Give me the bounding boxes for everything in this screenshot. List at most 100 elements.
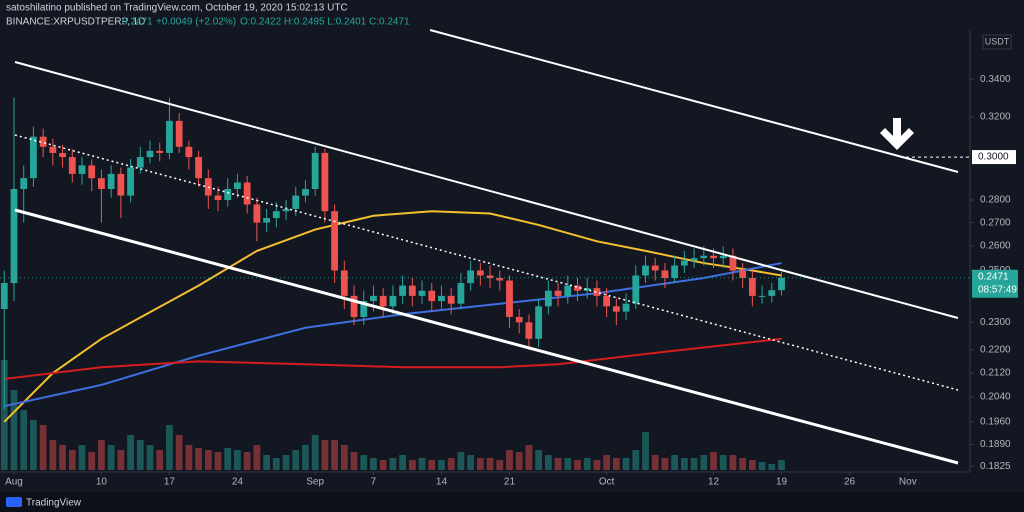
y-tick-label: 0.2040 bbox=[980, 392, 1011, 403]
author-line: satoshilatino published on TradingView.c… bbox=[6, 3, 348, 14]
y-tick-label: 0.2600 bbox=[980, 241, 1011, 252]
candle-body bbox=[399, 285, 407, 296]
channel-lower bbox=[14, 208, 959, 465]
volume-bar bbox=[204, 450, 212, 470]
brand-logo bbox=[6, 497, 22, 507]
x-tick-label: 10 bbox=[96, 477, 108, 488]
volume-bar bbox=[719, 455, 727, 470]
candle-body bbox=[98, 178, 105, 189]
x-tick-label: 21 bbox=[504, 477, 516, 488]
candle-body bbox=[642, 265, 649, 276]
candle-body bbox=[39, 136, 47, 147]
candle-body bbox=[185, 146, 193, 158]
volume-bar bbox=[428, 460, 436, 470]
y-tick-label: 0.1960 bbox=[980, 416, 1011, 427]
candle-body bbox=[292, 195, 300, 209]
volume-bar bbox=[350, 452, 358, 470]
candle-body bbox=[59, 152, 66, 158]
candle-body bbox=[622, 303, 630, 312]
candle-body bbox=[68, 157, 76, 174]
candle-body bbox=[302, 188, 309, 196]
candle-body bbox=[195, 157, 202, 179]
volume-bar bbox=[467, 455, 475, 470]
candle-body bbox=[680, 260, 688, 266]
candle-body bbox=[700, 255, 708, 259]
candle-body bbox=[729, 255, 737, 271]
moving-average bbox=[4, 337, 782, 380]
volume-bar bbox=[282, 455, 290, 470]
candle-body bbox=[515, 316, 523, 323]
volume-bar bbox=[486, 458, 494, 470]
volume-bar bbox=[564, 458, 572, 470]
candle-body bbox=[10, 188, 18, 284]
candle-body bbox=[30, 136, 37, 179]
x-tick-label: 17 bbox=[164, 477, 176, 488]
volume-bar bbox=[0, 360, 8, 470]
candle-body bbox=[535, 306, 543, 339]
volume-bar bbox=[612, 458, 620, 470]
volume-bar bbox=[710, 452, 717, 470]
candle-body bbox=[370, 295, 377, 302]
volume-bar bbox=[98, 440, 105, 470]
x-tick-label: 19 bbox=[776, 477, 788, 488]
volume-bar bbox=[30, 420, 37, 470]
volume-bar bbox=[234, 450, 241, 470]
x-tick-label: 14 bbox=[436, 477, 448, 488]
arrow-down bbox=[880, 118, 914, 150]
volume-bar bbox=[408, 460, 416, 470]
volume-bar bbox=[68, 450, 76, 470]
candle-body bbox=[224, 188, 232, 200]
volume-bar bbox=[418, 458, 426, 470]
header-change: +0.0049 (+2.02%) bbox=[156, 17, 236, 28]
volume-bar bbox=[311, 435, 319, 470]
candle-body bbox=[263, 218, 270, 223]
volume-bar bbox=[302, 445, 309, 470]
candle-body bbox=[389, 295, 397, 307]
price-line-label: 0.3000 bbox=[978, 152, 1009, 163]
candle-body bbox=[78, 165, 86, 174]
volume-bar bbox=[59, 445, 66, 470]
volume-bar bbox=[331, 440, 339, 470]
candle-body bbox=[311, 152, 319, 189]
candle-body bbox=[127, 167, 134, 196]
volume-bar bbox=[195, 448, 202, 470]
x-tick-label: 24 bbox=[232, 477, 244, 488]
header-price: 0.2471 bbox=[122, 17, 153, 28]
candle-body bbox=[107, 173, 115, 189]
candle-body bbox=[214, 195, 222, 200]
volume-bar bbox=[700, 455, 708, 470]
candle-body bbox=[166, 120, 173, 153]
candle-body bbox=[243, 182, 251, 205]
volume-bar bbox=[768, 464, 776, 470]
candle-body bbox=[593, 288, 601, 296]
last-price-label: 0.2471 bbox=[978, 271, 1009, 282]
candle-body bbox=[612, 306, 620, 312]
volume-bar bbox=[544, 455, 552, 470]
countdown: 08:57:49 bbox=[978, 284, 1017, 295]
candle-body bbox=[632, 275, 640, 304]
candle-body bbox=[360, 301, 368, 317]
symbol: BINANCE:XRPUSDTPERP, 1D bbox=[6, 17, 145, 28]
candle-body bbox=[758, 295, 766, 297]
volume-bar bbox=[758, 462, 766, 470]
candle-body bbox=[583, 288, 591, 291]
volume-bar bbox=[496, 460, 504, 470]
volume-bar bbox=[593, 460, 601, 470]
volume-bar bbox=[78, 445, 86, 470]
candle-body bbox=[234, 182, 241, 189]
candle-body bbox=[428, 290, 436, 302]
candle-body bbox=[748, 277, 756, 296]
candle-body bbox=[671, 265, 679, 278]
x-tick-label: 7 bbox=[371, 477, 377, 488]
volume-bar bbox=[506, 450, 513, 470]
y-tick-label: 0.1825 bbox=[980, 461, 1011, 472]
currency: USDT bbox=[985, 36, 1010, 46]
volume-bar bbox=[272, 458, 280, 470]
volume-bar bbox=[88, 452, 96, 470]
candle-body bbox=[525, 322, 533, 339]
volume-bar bbox=[642, 432, 649, 470]
candle-body bbox=[49, 146, 57, 153]
candle-body bbox=[20, 178, 28, 189]
volume-bar bbox=[370, 458, 377, 470]
